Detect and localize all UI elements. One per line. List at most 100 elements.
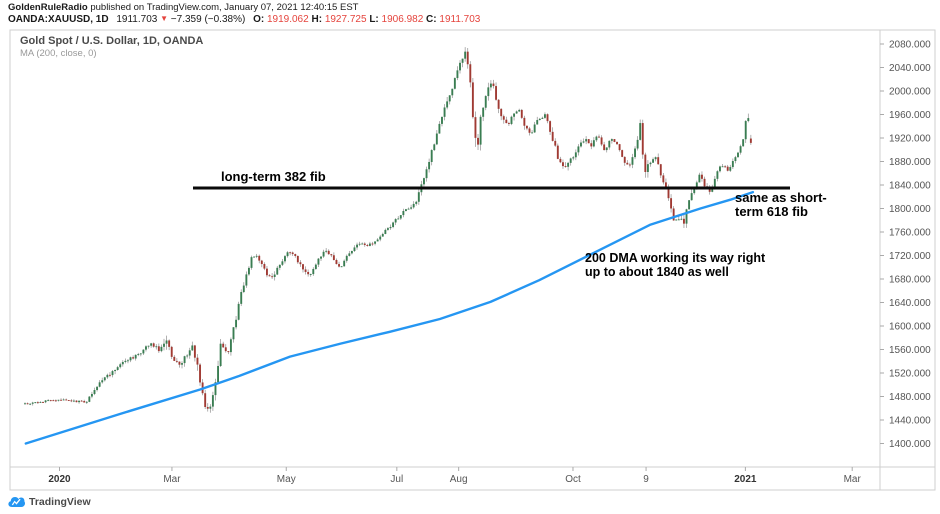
time-axis-label: 9 <box>643 474 649 485</box>
candle <box>672 208 675 221</box>
price-axis-label: 1680.000 <box>889 275 931 286</box>
close-value: 1911.703 <box>439 13 481 25</box>
candle <box>155 346 158 348</box>
candle <box>587 139 590 144</box>
candle <box>492 83 495 87</box>
time-axis-label: Aug <box>450 474 468 485</box>
candle <box>433 144 436 151</box>
candle <box>384 229 387 234</box>
candle <box>644 154 647 172</box>
candle <box>36 402 39 404</box>
candle <box>196 357 199 365</box>
candle <box>402 210 405 216</box>
candle <box>675 219 678 221</box>
candle <box>448 95 451 102</box>
candle <box>353 247 356 251</box>
candle <box>108 374 111 376</box>
candle <box>83 401 86 403</box>
candle <box>72 400 75 402</box>
candle <box>474 117 477 138</box>
candle <box>525 125 528 129</box>
candle <box>618 144 621 151</box>
candle <box>425 169 428 179</box>
candle <box>260 260 263 265</box>
candle <box>562 162 564 167</box>
candle <box>641 123 644 155</box>
candle <box>170 346 173 357</box>
candle <box>188 350 191 356</box>
candle <box>605 147 608 151</box>
candle <box>405 209 407 211</box>
price-axis-label: 1720.000 <box>889 251 931 262</box>
candle <box>636 139 639 149</box>
candle <box>250 257 253 268</box>
candle <box>204 393 207 408</box>
candle <box>183 356 186 364</box>
candle <box>54 400 57 402</box>
candle <box>219 343 222 367</box>
tradingview-watermark[interactable]: TradingView <box>8 495 91 508</box>
candle <box>34 402 37 404</box>
candle <box>57 399 60 401</box>
candle <box>536 120 539 125</box>
candle <box>379 236 382 240</box>
candle <box>266 268 268 276</box>
candle <box>325 250 328 252</box>
candle <box>363 243 366 245</box>
price-axis-label: 1760.000 <box>889 228 931 239</box>
candle <box>739 146 742 153</box>
candle <box>294 254 297 256</box>
candle <box>664 182 667 187</box>
price-axis[interactable]: 2080.000 2040.000 2000.000 1960.000 1920.000… <box>880 40 931 451</box>
candle <box>453 78 456 89</box>
price-axis-label: 2040.000 <box>889 63 931 74</box>
candle <box>291 252 294 255</box>
chart-legend-indicator: MA (200, close, 0) <box>20 48 97 59</box>
time-axis[interactable]: 2020 Mar May Jul Aug Oct 9 2021 Mar <box>48 467 861 485</box>
candle <box>543 114 546 118</box>
candle <box>121 361 124 365</box>
time-axis-label: Mar <box>163 474 181 485</box>
candle <box>495 86 497 100</box>
candle <box>116 367 119 370</box>
candle <box>549 121 552 132</box>
candle <box>500 108 503 117</box>
candle <box>157 346 160 352</box>
candle <box>237 303 240 320</box>
symbol-status-line: OANDA:XAUUSD, 1D 1911.703 ▼ −7.359 (−0.3… <box>8 14 480 25</box>
candle <box>314 264 317 269</box>
candle <box>165 340 168 344</box>
annotation-shortterm-fib-line1: same as short- <box>735 190 827 205</box>
candle <box>348 253 351 256</box>
candle <box>317 258 320 265</box>
candle <box>340 266 343 268</box>
candle <box>132 357 135 359</box>
candle <box>242 285 245 293</box>
candle <box>628 164 631 166</box>
candle-series <box>24 47 752 413</box>
candle <box>271 276 274 278</box>
time-axis-label: Mar <box>844 474 862 485</box>
candle <box>659 164 662 176</box>
candle <box>415 201 418 204</box>
candle <box>556 145 559 159</box>
candle <box>417 192 420 202</box>
candle <box>670 198 673 209</box>
candle <box>60 399 62 401</box>
candle <box>623 156 626 163</box>
plot-area[interactable] <box>24 47 755 445</box>
candle <box>554 140 557 146</box>
candle <box>585 139 588 142</box>
candle <box>397 218 400 220</box>
candle <box>399 215 402 219</box>
candle <box>101 380 104 383</box>
candle <box>386 228 389 230</box>
candle <box>682 218 685 224</box>
candle <box>716 171 719 179</box>
candle <box>361 243 364 245</box>
candle <box>572 157 575 159</box>
candle <box>75 400 78 403</box>
candle <box>186 355 189 357</box>
